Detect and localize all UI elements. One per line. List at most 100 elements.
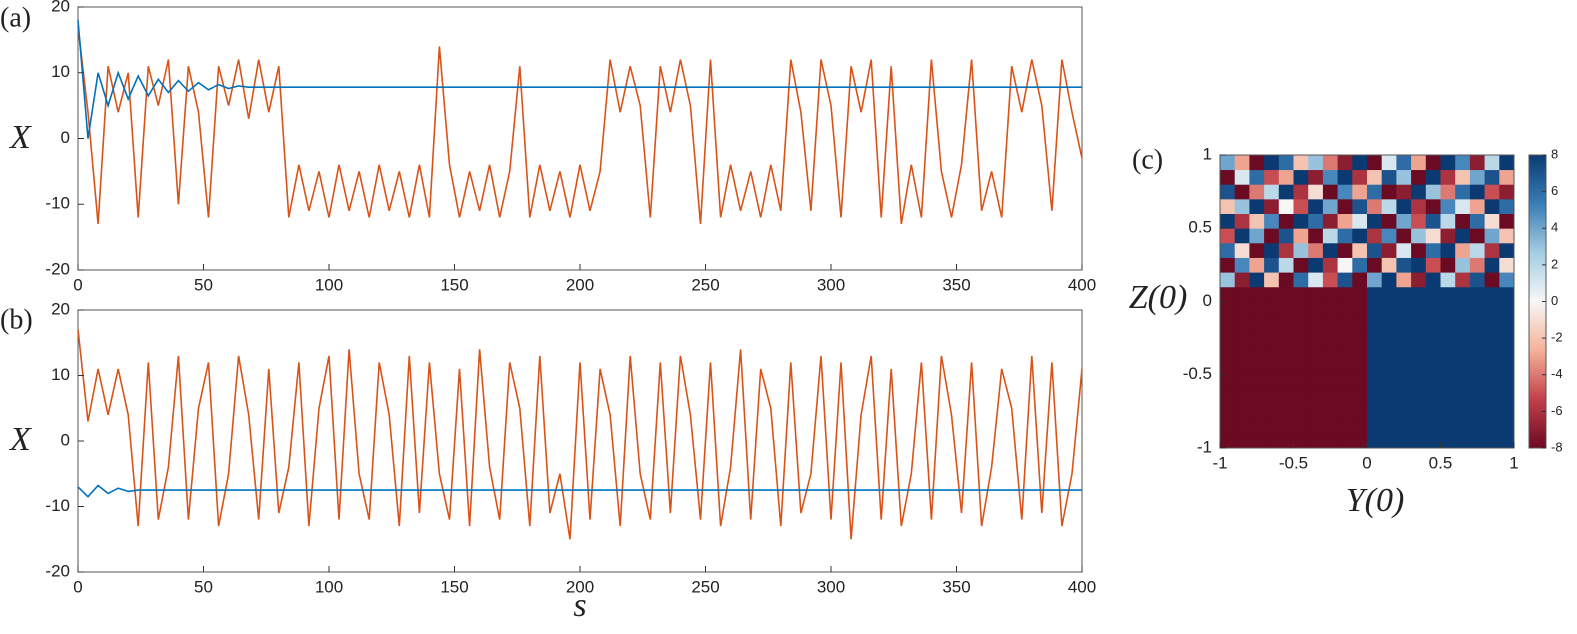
heatmap-cell: [1278, 184, 1294, 200]
heatmap-cell: [1455, 345, 1471, 361]
heatmap-cell: [1337, 330, 1353, 346]
heatmap-cell: [1381, 360, 1397, 376]
y-tick-label: 20: [51, 0, 70, 15]
heatmap-cell: [1234, 184, 1250, 200]
heatmap-cell: [1220, 184, 1236, 200]
heatmap-cell: [1425, 155, 1441, 171]
heatmap-cell: [1308, 389, 1324, 405]
heatmap-cell: [1396, 155, 1412, 171]
x-tick-label: 350: [942, 275, 970, 294]
heatmap-cell: [1381, 184, 1397, 200]
heatmap-cell: [1220, 389, 1236, 405]
heatmap-cell: [1484, 184, 1500, 200]
heatmap-cell: [1469, 198, 1485, 214]
heatmap-cell: [1234, 228, 1250, 244]
colorbar-tick-label: -2: [1551, 330, 1563, 345]
heatmap-cell: [1455, 418, 1471, 434]
heatmap-cell: [1411, 228, 1427, 244]
heatmap-cell: [1440, 213, 1456, 229]
heatmap-cell: [1411, 286, 1427, 302]
heatmap-cell: [1220, 345, 1236, 361]
heatmap-cell: [1469, 330, 1485, 346]
heatmap-cell: [1249, 242, 1265, 258]
heatmap-cell: [1278, 433, 1294, 449]
heatmap-cell: [1499, 374, 1515, 390]
heatmap-cell: [1337, 228, 1353, 244]
heatmap-cell: [1234, 418, 1250, 434]
colorbar-tick-label: -4: [1551, 366, 1563, 381]
heatmap-cell: [1293, 257, 1309, 273]
heatmap-cell: [1220, 404, 1236, 420]
heatmap-cell: [1220, 257, 1236, 273]
colorbar-tick-label: 8: [1551, 146, 1558, 161]
heatmap-cell: [1308, 228, 1324, 244]
heatmap-cell: [1352, 433, 1368, 449]
heatmap-cell: [1381, 242, 1397, 258]
heatmap-cell: [1352, 316, 1368, 332]
heatmap-cell: [1249, 374, 1265, 390]
colorbar-tick-label: 2: [1551, 256, 1558, 271]
heatmap-cell: [1499, 345, 1515, 361]
heatmap-cell: [1264, 418, 1280, 434]
x-tick-label: 100: [315, 577, 343, 596]
heatmap-cell: [1337, 374, 1353, 390]
heatmap-cell: [1499, 360, 1515, 376]
heatmap-cell: [1322, 228, 1338, 244]
heatmap-cell: [1484, 213, 1500, 229]
heatmap-cell: [1396, 316, 1412, 332]
heatmap-cell: [1278, 301, 1294, 317]
heatmap-cell: [1425, 389, 1441, 405]
heatmap-cell: [1308, 184, 1324, 200]
heatmap-cell: [1322, 286, 1338, 302]
heatmap-cell: [1440, 257, 1456, 273]
heatmap-cell: [1352, 169, 1368, 185]
heatmap-cell: [1499, 184, 1515, 200]
x-tick-label: 0.5: [1429, 453, 1453, 472]
heatmap-cell: [1264, 155, 1280, 171]
heatmap-cell: [1337, 389, 1353, 405]
heatmap-cell: [1469, 242, 1485, 258]
heatmap-cell: [1352, 418, 1368, 434]
x-axis-label: s: [573, 587, 586, 624]
heatmap-cell: [1367, 389, 1383, 405]
x-tick-label: 400: [1068, 275, 1096, 294]
heatmap-cell: [1367, 228, 1383, 244]
heatmap-cell: [1469, 301, 1485, 317]
heatmap-cell: [1381, 404, 1397, 420]
heatmap-cell: [1411, 360, 1427, 376]
heatmap-cell: [1322, 155, 1338, 171]
x-tick-label: 50: [194, 275, 213, 294]
heatmap-cell: [1455, 272, 1471, 288]
heatmap-cell: [1469, 184, 1485, 200]
heatmap-cell: [1337, 316, 1353, 332]
heatmap-cell: [1396, 374, 1412, 390]
heatmap-cell: [1469, 155, 1485, 171]
heatmap-cell: [1411, 155, 1427, 171]
heatmap-cell: [1308, 242, 1324, 258]
heatmap-cell: [1352, 345, 1368, 361]
heatmap-cell: [1469, 169, 1485, 185]
heatmap-cell: [1367, 272, 1383, 288]
heatmap-cell: [1396, 286, 1412, 302]
plot-area: [77, 309, 1083, 573]
heatmap-cell: [1249, 433, 1265, 449]
heatmap-cell: [1469, 345, 1485, 361]
heatmap-cell: [1308, 301, 1324, 317]
heatmap-cell: [1396, 242, 1412, 258]
heatmap-cell: [1484, 301, 1500, 317]
heatmap-cell: [1367, 345, 1383, 361]
heatmap-cell: [1469, 374, 1485, 390]
line-series: [77, 20, 1082, 139]
heatmap-cell: [1322, 316, 1338, 332]
heatmap-cell: [1411, 257, 1427, 273]
heatmap-cell: [1249, 272, 1265, 288]
heatmap-cell: [1220, 418, 1236, 434]
heatmap-cell: [1352, 257, 1368, 273]
x-tick-label: 50: [194, 577, 213, 596]
heatmap-cell: [1220, 301, 1236, 317]
heatmap-cell: [1249, 360, 1265, 376]
heatmap-cell: [1234, 345, 1250, 361]
heatmap-cell: [1484, 316, 1500, 332]
heatmap-cell: [1322, 345, 1338, 361]
heatmap-cell: [1469, 316, 1485, 332]
